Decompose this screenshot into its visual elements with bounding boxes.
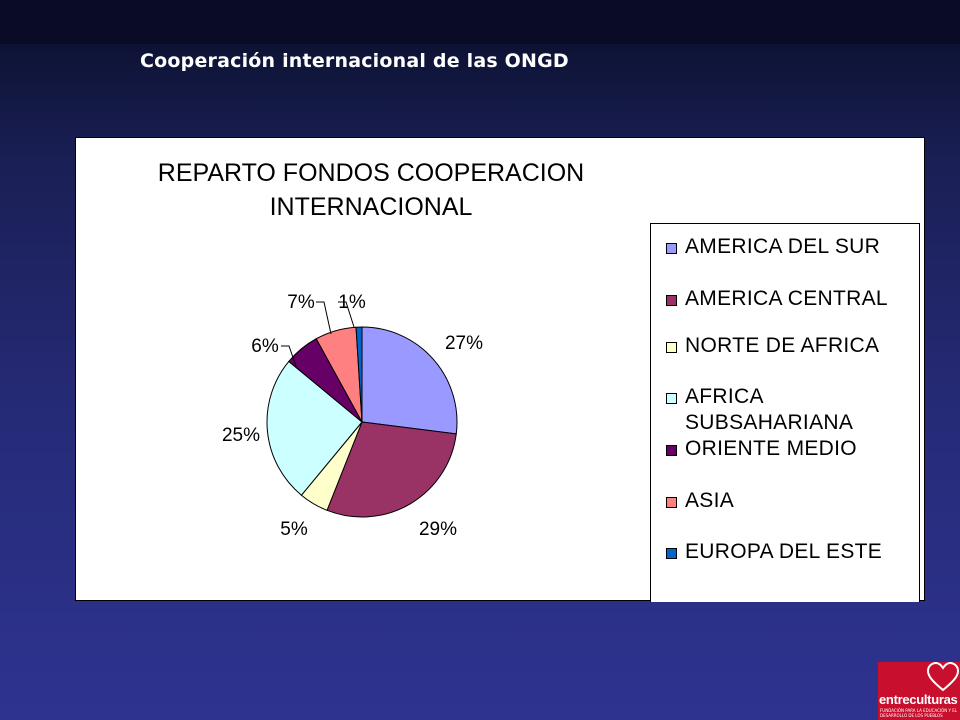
- legend-swatch: [666, 393, 677, 404]
- legend-swatch: [666, 497, 677, 508]
- heart-icon: [926, 662, 960, 692]
- pie-label-america-central: 29%: [419, 519, 457, 540]
- legend-label: ORIENTE MEDIO: [685, 437, 857, 460]
- legend-label: AFRICA SUBSAHARIANA: [685, 385, 854, 434]
- pie-leader-line: [281, 345, 297, 367]
- legend-label: NORTE DE AFRICA: [685, 334, 880, 357]
- pie-slice-africa-subsahariana: [266, 360, 363, 496]
- chart-panel: REPARTO FONDOS COOPERACION INTERNACIONAL…: [75, 137, 925, 602]
- legend-swatch: [666, 548, 677, 559]
- pie-slice-america-central: [326, 421, 457, 518]
- legend-label: ASIA: [685, 489, 735, 512]
- chart-title-line-2: INTERNACIONAL: [269, 193, 473, 221]
- logo-text: entreculturas: [879, 692, 958, 707]
- chart-title: REPARTO FONDOS COOPERACION INTERNACIONAL: [76, 156, 666, 224]
- legend-label: AMERICA CENTRAL: [685, 287, 888, 310]
- logo-tagline: FUNDACIÓN PARA LA EDUCACIÓN Y EL DESARRO…: [880, 708, 957, 718]
- pie-chart: 27% 29% 5% 25% 6% 7% 1%: [222, 292, 483, 540]
- pie-label-europa-del-este: 1%: [338, 292, 366, 313]
- slide-title: Cooperación internacional de las ONGD: [140, 50, 569, 72]
- pie-slice-america-del-sur: [361, 326, 458, 435]
- legend-swatch: [666, 342, 677, 353]
- legend-swatch: [666, 243, 677, 254]
- chart-title-line-1: REPARTO FONDOS COOPERACION: [157, 159, 585, 187]
- pie-slice-europa-del-este: [355, 326, 363, 423]
- pie-label-africa-subsahariana: 25%: [222, 425, 260, 446]
- pie-label-america-del-sur: 27%: [445, 333, 483, 354]
- legend-label: EUROPA DEL ESTE: [685, 540, 883, 563]
- legend-swatch: [666, 445, 677, 456]
- pie-label-asia: 7%: [287, 292, 315, 313]
- legend: AMERICA DEL SUR AMERICA CENTRAL NORTE DE A…: [650, 223, 920, 602]
- top-band: [0, 0, 960, 44]
- legend-swatch: [666, 295, 677, 306]
- pie-label-oriente-medio: 6%: [251, 336, 279, 357]
- pie-leader-line: [338, 301, 355, 328]
- pie-label-norte-de-africa: 5%: [280, 519, 308, 540]
- legend-label: AMERICA DEL SUR: [685, 235, 881, 258]
- entreculturas-logo: entreculturas FUNDACIÓN PARA LA EDUCACIÓ…: [878, 662, 960, 720]
- pie-leader-line: [316, 301, 332, 335]
